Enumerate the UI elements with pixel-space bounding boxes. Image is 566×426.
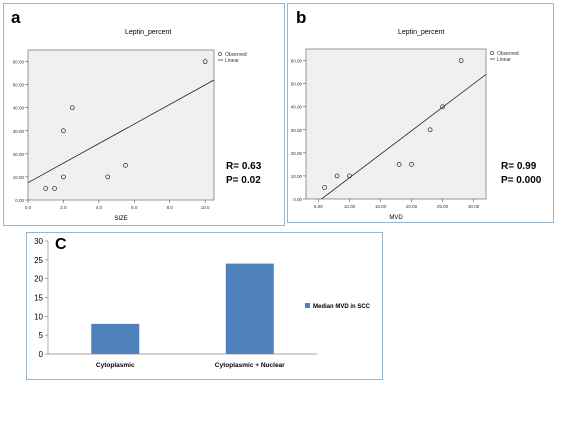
y-tick-label-b: 40.00 (291, 105, 303, 110)
y-tick-label-b: 0.00 (293, 197, 302, 202)
x-tick-label-b: 15.00 (375, 204, 387, 209)
y-tick-label-c: 25 (34, 256, 43, 265)
legend-label-linear-a: Linear (225, 58, 239, 64)
bar-1 (91, 323, 140, 354)
y-tick-label-b: 10.00 (291, 174, 303, 179)
chart-title-a: Leptin_percent (125, 29, 172, 36)
legend-label-observed-b: Observed (497, 51, 519, 57)
bar-2 (225, 263, 274, 354)
legend-label-observed-a: Observed (225, 52, 247, 58)
data-point-b (334, 173, 340, 179)
scatter-plot-b: 0.00 10.00 20.00 30.00 40.00 50.00 60.00 5.00 10… (291, 48, 519, 221)
y-tick-label-a: 60.00 (13, 60, 25, 65)
data-point-a (52, 186, 57, 191)
x-tick-label-b: 30.00 (468, 204, 480, 209)
y-tick-label-c: 20 (34, 275, 43, 284)
y-tick-label-c: 10 (34, 312, 43, 321)
stat-p-a: P= 0.02 (226, 175, 261, 186)
y-tick-label-a: 30.00 (13, 129, 25, 134)
y-tick-label-b: 20.00 (291, 151, 303, 156)
data-point-b (409, 162, 414, 167)
y-tick-label-a: 40.00 (13, 106, 25, 111)
legend-marker-observed-b (490, 51, 494, 55)
data-point-a (123, 163, 128, 168)
x-tick-label-b: 10.00 (344, 204, 356, 209)
data-point-a (105, 174, 111, 180)
bar-chart-c: 0 5 10 15 20 25 30 Cytoplasmic Cytoplasmic + Nuc… (34, 237, 371, 369)
x-tick-label-b: 5.00 (314, 204, 323, 209)
stat-r-a: R= 0.63 (226, 161, 262, 172)
x-axis-label-b: MVD (389, 215, 403, 221)
data-point-b (396, 162, 402, 167)
scatter-plot-a: 0.00 10.00 20.00 30.00 40.00 50.00 60.00 0.0 2.0… (13, 49, 247, 222)
x-tick-label-a: 2.0 (60, 205, 67, 210)
x-category-label: Cytoplasmic + Nuclear (215, 362, 285, 369)
data-point-b (440, 104, 445, 110)
panel-label-c: C (55, 236, 67, 253)
x-tick-label-b: 25.00 (437, 204, 449, 209)
data-point-a (61, 128, 66, 134)
x-tick-label-a: 8.0 (167, 205, 174, 210)
y-tick-label-c: 15 (34, 294, 43, 303)
x-tick-label-a: 0.0 (25, 205, 32, 210)
x-axis-label-a: SIZE (114, 216, 127, 222)
data-point-a (61, 174, 66, 180)
bar-panel-c: C 0 5 10 15 20 25 30 Cytoplasmic Cytoplasmic + N… (26, 232, 383, 380)
data-point-a (69, 105, 75, 111)
data-point-b (427, 127, 433, 133)
x-tick-label-a: 4.0 (96, 205, 103, 210)
fit-line-b (320, 74, 486, 199)
y-tick-label-c: 30 (34, 237, 43, 246)
data-point-b (347, 173, 352, 179)
panel-label-b: b (296, 8, 307, 27)
y-tick-label-b: 60.00 (291, 59, 303, 64)
plot-area-a (27, 49, 215, 201)
stat-r-b: R= 0.99 (501, 161, 537, 172)
y-tick-label-c: 0 (39, 350, 44, 359)
y-tick-label-b: 30.00 (291, 128, 303, 133)
x-category-label: Cytoplasmic (96, 362, 135, 369)
legend-label-linear-b: Linear (497, 57, 511, 63)
y-tick-label-a: 10.00 (13, 175, 25, 180)
chart-title-b: Leptin_percent (398, 29, 445, 36)
data-point-b (322, 185, 327, 190)
legend-label-c: Median MVD in SCC (313, 304, 371, 310)
y-tick-label-b: 50.00 (291, 82, 303, 87)
x-tick-label-a: 10.0 (201, 205, 210, 210)
x-tick-label-b: 20.00 (406, 204, 418, 209)
scatter-panel-a: a Leptin_percent R= 0.63 P= 0.02 0.00 10.… (3, 3, 285, 226)
legend-swatch-c (305, 303, 310, 308)
data-point-b (458, 58, 464, 63)
scatter-panel-b: b Leptin_percent R= 0.99 P= 0.000 0.00 10… (287, 3, 554, 223)
legend-marker-observed-a (218, 52, 222, 56)
data-point-a (202, 59, 208, 64)
stat-p-b: P= 0.000 (501, 175, 542, 186)
plot-area-b (305, 48, 487, 200)
y-tick-label-a: 0.00 (15, 198, 24, 203)
fit-line-a (28, 79, 214, 184)
y-tick-label-c: 5 (39, 331, 44, 340)
data-point-a (43, 186, 49, 191)
panel-label-a: a (11, 8, 21, 27)
y-tick-label-a: 50.00 (13, 83, 25, 88)
y-tick-label-a: 20.00 (13, 152, 25, 157)
x-tick-label-a: 6.0 (131, 205, 138, 210)
